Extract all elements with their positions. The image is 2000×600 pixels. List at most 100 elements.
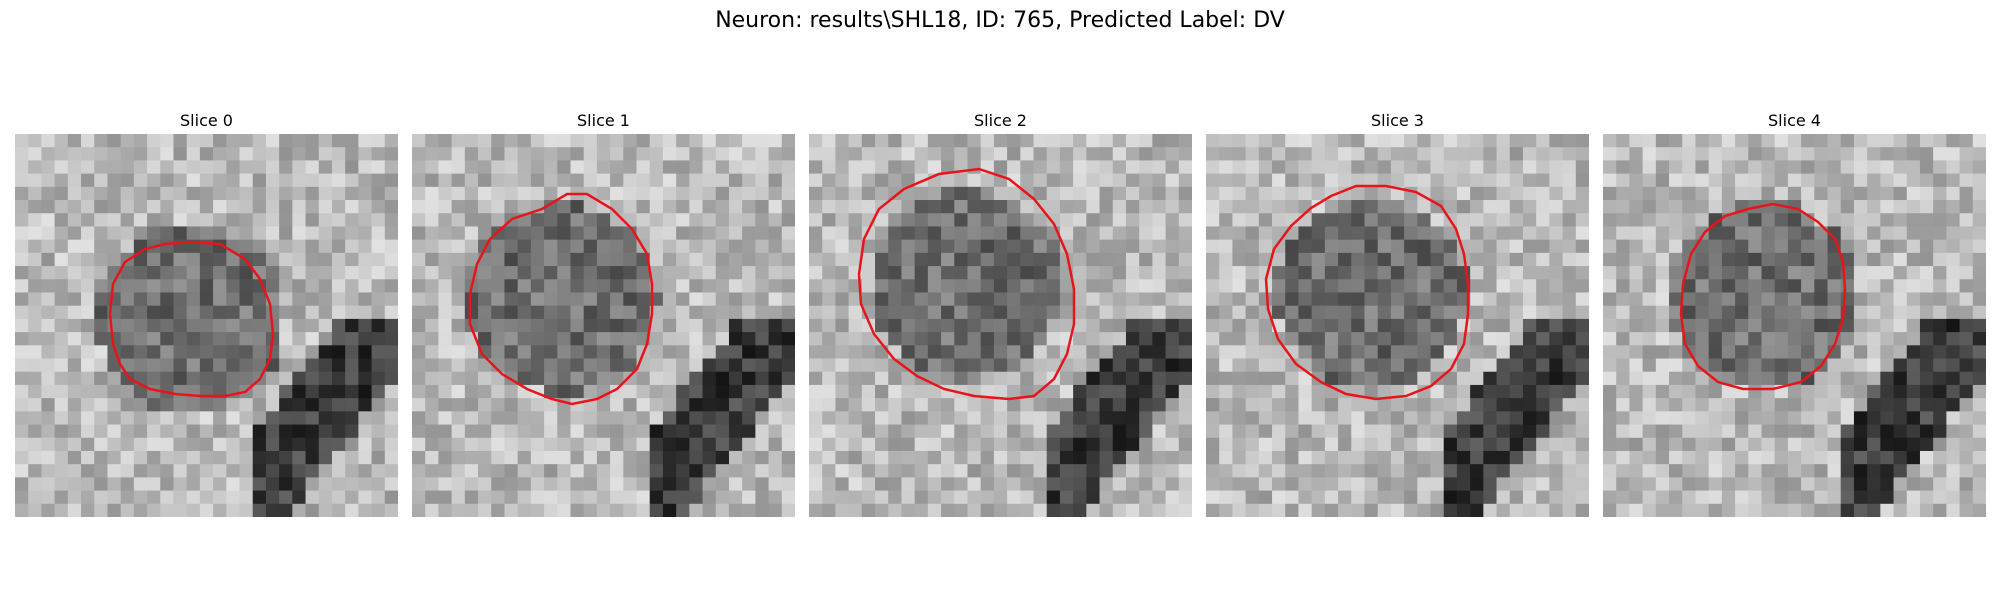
pixel xyxy=(1456,186,1471,201)
pixel xyxy=(1801,292,1815,307)
pixel xyxy=(1787,424,1802,439)
pixel xyxy=(358,503,373,517)
pixel xyxy=(835,464,850,478)
pixel xyxy=(199,252,214,267)
pixel xyxy=(1285,318,1300,333)
pixel xyxy=(623,450,638,465)
pixel xyxy=(1536,411,1550,426)
pixel xyxy=(1496,318,1511,333)
pixel xyxy=(610,398,624,412)
pixel xyxy=(1324,200,1339,214)
pixel xyxy=(451,464,466,478)
pixel xyxy=(1219,279,1234,294)
pixel xyxy=(1086,173,1101,188)
pixel xyxy=(28,398,43,412)
pixel xyxy=(1735,411,1749,426)
pixel xyxy=(67,147,82,162)
pixel xyxy=(305,371,320,386)
pixel xyxy=(1575,503,1589,517)
pixel xyxy=(186,477,201,492)
pixel xyxy=(1219,239,1234,254)
pixel xyxy=(1099,160,1114,175)
pixel xyxy=(1404,318,1418,333)
pixel xyxy=(1456,213,1471,228)
pixel xyxy=(742,384,756,399)
pixel xyxy=(530,266,545,280)
pixel xyxy=(1893,424,1908,439)
pixel xyxy=(1721,186,1736,201)
pixel xyxy=(861,279,876,294)
pixel xyxy=(676,477,690,492)
pixel xyxy=(941,226,955,241)
pixel xyxy=(517,424,532,439)
pixel xyxy=(1007,358,1021,373)
pixel xyxy=(848,318,863,333)
pixel xyxy=(1721,345,1736,360)
pixel xyxy=(781,186,795,201)
pixel xyxy=(1549,424,1564,439)
pixel xyxy=(1919,477,1934,492)
pixel xyxy=(1258,134,1273,148)
pixel xyxy=(1575,464,1589,478)
pixel xyxy=(1007,266,1021,280)
pixel xyxy=(491,186,506,201)
pixel xyxy=(226,464,241,478)
pixel xyxy=(186,464,201,478)
pixel xyxy=(1112,147,1127,162)
pixel xyxy=(676,503,690,517)
pixel xyxy=(438,213,453,228)
pixel xyxy=(1642,477,1657,492)
pixel xyxy=(835,226,850,241)
pixel xyxy=(94,411,109,426)
pixel xyxy=(1456,318,1471,333)
pixel xyxy=(1417,332,1432,346)
pixel xyxy=(1880,358,1895,373)
pixel xyxy=(1669,450,1683,465)
pixel xyxy=(213,134,227,148)
pixel xyxy=(1655,437,1670,452)
pixel xyxy=(384,147,398,162)
pixel xyxy=(81,503,95,517)
pixel xyxy=(1338,213,1352,228)
pixel xyxy=(993,305,1008,320)
pixel xyxy=(941,186,955,201)
pixel xyxy=(1390,332,1405,346)
pixel xyxy=(173,134,188,148)
pixel xyxy=(1007,147,1021,162)
pixel xyxy=(954,358,969,373)
pixel xyxy=(781,134,795,148)
pixel xyxy=(1020,332,1035,346)
pixel xyxy=(1735,266,1749,280)
pixel xyxy=(478,147,492,162)
pixel xyxy=(384,318,398,333)
pixel xyxy=(914,186,929,201)
pixel xyxy=(1880,173,1895,188)
pixel xyxy=(1456,173,1471,188)
pixel xyxy=(279,292,293,307)
pixel xyxy=(1509,147,1524,162)
pixel xyxy=(676,239,690,254)
pixel xyxy=(1483,134,1498,148)
pixel xyxy=(662,424,677,439)
pixel xyxy=(1311,464,1326,478)
pixel xyxy=(1853,345,1868,360)
pixel xyxy=(570,200,585,214)
pixel xyxy=(1219,147,1234,162)
pixel xyxy=(358,134,373,148)
pixel xyxy=(1073,186,1087,201)
pixel xyxy=(1787,134,1802,148)
pixel xyxy=(1522,424,1537,439)
pixel xyxy=(1152,318,1167,333)
pixel xyxy=(755,173,770,188)
pixel xyxy=(94,134,109,148)
pixel xyxy=(636,464,651,478)
pixel xyxy=(1919,411,1934,426)
pixel xyxy=(464,292,479,307)
pixel xyxy=(1007,305,1021,320)
pixel xyxy=(583,173,598,188)
pixel xyxy=(1946,160,1961,175)
pixel xyxy=(1073,358,1087,373)
pixel xyxy=(1404,503,1418,517)
pixel xyxy=(1020,147,1035,162)
pixel xyxy=(438,358,453,373)
